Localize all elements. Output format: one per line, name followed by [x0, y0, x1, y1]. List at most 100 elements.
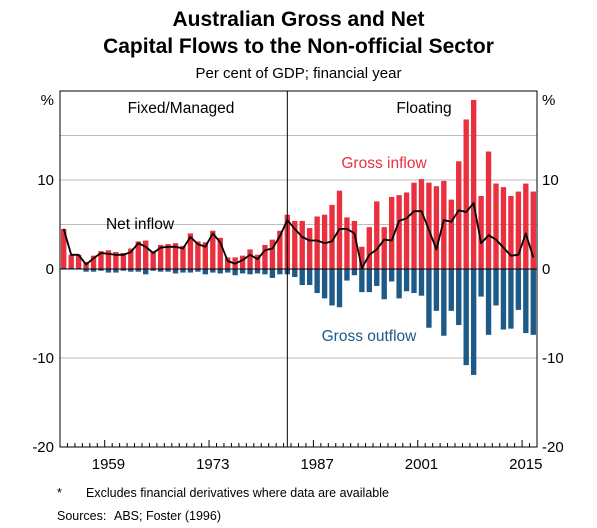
net-inflow-line-layer	[62, 202, 535, 270]
y-tick-label-left: -20	[32, 439, 54, 456]
gross-outflow-bar	[269, 269, 276, 278]
gross-inflow-bar	[403, 192, 410, 269]
gross-inflow-bar	[113, 252, 119, 269]
gross-inflow-bar	[225, 257, 231, 269]
chart-subtitle: Per cent of GDP; financial year	[195, 65, 402, 82]
gross-inflow-bar	[135, 241, 141, 269]
gross-outflow-bar	[359, 269, 365, 293]
gross-inflow-bar	[381, 227, 387, 269]
gross-outflow-bar	[239, 269, 246, 274]
gross-outflow-bar	[485, 269, 492, 335]
y-tick-label-right: -10	[542, 350, 564, 367]
gross-inflow-bar	[269, 239, 276, 269]
gross-inflow-bar	[143, 240, 149, 269]
gross-inflow-bar	[98, 251, 104, 269]
gross-outflow-bar	[456, 269, 462, 326]
gross-inflow-bar	[374, 201, 380, 269]
gross-inflow-bar	[478, 196, 484, 269]
gross-outflow-bar	[135, 269, 141, 272]
footnote-marker: *	[57, 486, 62, 500]
gross-outflow-bar	[120, 269, 127, 271]
gross-inflow-bar	[485, 151, 492, 269]
gross-outflow-bar	[210, 269, 216, 273]
gross-outflow-bar	[150, 269, 156, 271]
gross-outflow-bar	[113, 269, 119, 273]
y-tick-label-left: 0	[46, 261, 54, 278]
gross-outflow-bar	[195, 269, 201, 272]
gross-outflow-bar	[90, 269, 97, 272]
gross-outflow-label: Gross outflow	[322, 328, 418, 345]
gross-inflow-bar	[306, 228, 313, 269]
gross-outflow-bar	[500, 269, 507, 330]
y-tick-label-left: 10	[37, 172, 54, 189]
gross-inflow-bar	[344, 217, 350, 269]
gross-inflow-bar	[217, 237, 223, 269]
gross-inflow-bar	[75, 254, 82, 269]
gross-outflow-bar	[180, 269, 186, 273]
gross-outflow-bar	[105, 269, 112, 273]
gross-inflow-bar	[172, 243, 179, 269]
gross-inflow-bar	[314, 216, 320, 269]
gross-outflow-bar	[202, 269, 209, 275]
gross-outflow-bar	[381, 269, 387, 300]
gross-inflow-bar	[247, 249, 253, 269]
gross-outflow-bar	[515, 269, 522, 310]
gross-inflow-bar	[277, 230, 283, 269]
gross-outflow-bar	[351, 269, 358, 276]
gross-outflow-bar	[98, 269, 104, 271]
gross-outflow-bar	[374, 269, 380, 286]
gross-outflow-bar	[306, 269, 313, 286]
chart-title-line-1: Australian Gross and Net	[172, 8, 425, 31]
gross-inflow-bar	[254, 254, 261, 269]
gross-inflow-bar	[448, 199, 454, 269]
x-tick-label: 1973	[196, 456, 229, 473]
gross-inflow-bar	[202, 242, 209, 269]
gross-inflow-bar	[120, 252, 127, 269]
net-inflow-label: Net inflow	[106, 216, 175, 233]
gross-outflow-bar	[426, 269, 432, 328]
y-unit-left: %	[41, 92, 54, 109]
gross-inflow-bar	[239, 255, 246, 269]
y-unit-right: %	[542, 92, 555, 109]
gross-outflow-bar	[418, 269, 425, 296]
gross-outflow-bar	[478, 269, 484, 297]
gross-outflow-bar	[128, 269, 134, 272]
gross-inflow-bar	[195, 241, 201, 269]
gross-outflow-bar	[172, 269, 179, 274]
gross-inflow-bar	[61, 228, 67, 269]
gross-outflow-bar	[143, 269, 149, 275]
gross-inflow-label: Gross inflow	[341, 155, 427, 172]
gross-inflow-bar	[187, 233, 194, 269]
regime-label-floating: Floating	[396, 100, 451, 117]
gross-inflow-bar	[411, 182, 417, 269]
sources-text: ABS; Foster (1996)	[114, 509, 221, 523]
gross-inflow-bar	[90, 255, 97, 269]
gross-outflow-bar	[344, 269, 350, 281]
gross-outflow-bar	[493, 269, 499, 306]
gross-outflow-bar	[225, 269, 231, 273]
gross-inflow-bar	[396, 195, 402, 269]
gross-inflow-bar	[105, 250, 112, 269]
gross-outflow-bar	[187, 269, 194, 273]
gross-inflow-bar	[128, 248, 134, 269]
gross-inflow-bar	[262, 244, 268, 269]
y-tick-label-right: 10	[542, 172, 559, 189]
gross-inflow-bar	[463, 119, 469, 269]
gross-outflow-bar	[217, 269, 223, 274]
chart-title-line-2: Capital Flows to the Non-official Sector	[103, 35, 494, 58]
gross-inflow-bar	[470, 99, 477, 270]
gross-outflow-bar	[314, 269, 320, 294]
gross-inflow-bar	[359, 246, 365, 269]
gross-outflow-bar	[232, 269, 238, 276]
y-tick-label-right: -20	[542, 439, 564, 456]
gross-inflow-bar	[433, 186, 440, 269]
y-tick-label-right: 0	[542, 261, 550, 278]
gross-outflow-bar	[470, 269, 477, 375]
net-inflow-line	[62, 202, 535, 270]
gross-inflow-bar	[388, 196, 395, 269]
gross-inflow-bar	[426, 182, 432, 269]
gross-inflow-bar	[441, 180, 447, 269]
gross-inflow-bar	[299, 220, 305, 269]
gross-inflow-bar	[366, 227, 372, 269]
